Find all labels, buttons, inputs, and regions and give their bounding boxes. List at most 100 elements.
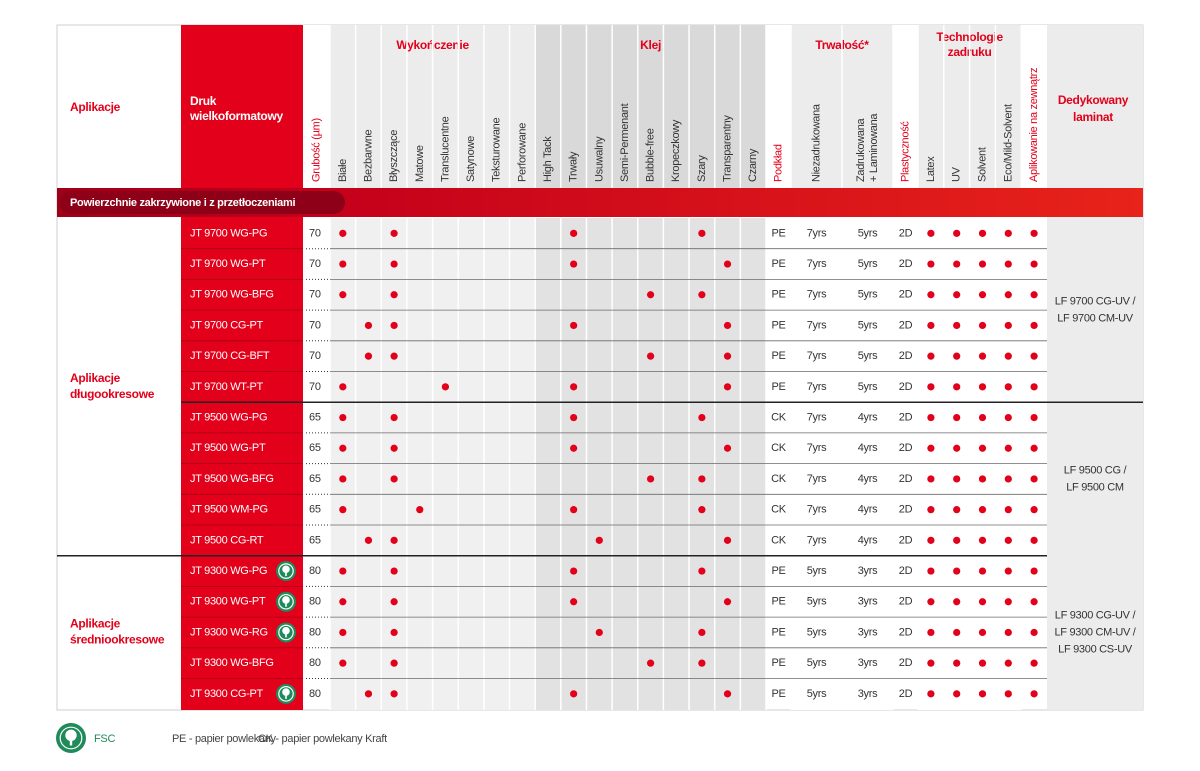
thickness: 80 [309, 565, 321, 577]
feature-dot [364, 352, 373, 360]
product-name: JT 9700 CG-BFT [190, 350, 270, 362]
feature-dot [927, 229, 935, 237]
group-label: Klej [640, 38, 661, 52]
column-label: Aplikowanie na zewnątrz [1028, 68, 1040, 182]
feature-dot [339, 444, 347, 452]
applications-header: Aplikacje [70, 100, 121, 114]
column-label: Latex [925, 156, 937, 182]
feature-dot [953, 413, 961, 422]
feature-dot [927, 321, 935, 330]
column-label: Matowe [414, 145, 426, 182]
feature-dot [953, 475, 961, 483]
feature-dot [1004, 321, 1012, 330]
feature-dot [978, 659, 987, 667]
feature-dot [927, 413, 935, 422]
feature-dot [1004, 229, 1012, 237]
feature-dot [339, 567, 347, 575]
fsc-icon-trunk [69, 738, 73, 746]
feature-dot [723, 690, 732, 698]
feature-dot [364, 690, 373, 698]
column-label-line: Semi-Permenant [619, 103, 631, 182]
column-label: Usuwalny [593, 136, 605, 182]
column-label: Plastyczność [899, 121, 911, 182]
feature-dot [1030, 567, 1038, 575]
liner: CK [771, 473, 787, 485]
product-name: JT 9700 WG-BFG [190, 289, 274, 301]
thickness: 65 [309, 534, 321, 546]
feature-dot [1030, 659, 1038, 667]
thickness: 70 [309, 258, 321, 270]
feature-dot [646, 659, 655, 667]
feature-dot [1004, 444, 1012, 452]
product-name: JT 9300 CG-PT [190, 688, 264, 700]
feature-dot [390, 444, 398, 452]
durability-unprinted: 7yrs [807, 289, 827, 301]
feature-dot [1030, 291, 1038, 299]
feature-dot [978, 229, 987, 237]
fsc-icon-trunk [285, 571, 287, 577]
product-name: JT 9700 CG-PT [190, 319, 264, 331]
thickness: 70 [309, 381, 321, 393]
feature-dot [390, 567, 398, 575]
application-label-line: długookresowe [70, 387, 155, 401]
feature-dot [978, 598, 987, 606]
liner: PE [771, 258, 785, 270]
durability-printed: 4yrs [858, 473, 878, 485]
plasticity: 2D [899, 381, 913, 393]
feature-dot [1030, 506, 1038, 514]
application-label-line: Aplikacje [70, 617, 121, 631]
thickness: 70 [309, 350, 321, 362]
feature-dot [570, 321, 578, 330]
feature-dot [1004, 567, 1012, 575]
column-label: Niezadrukowana [810, 103, 822, 182]
feature-dot [390, 321, 398, 330]
column-label: Teksturowane [491, 118, 503, 182]
fsc-icon-ring [278, 563, 294, 579]
feature-dot [1004, 690, 1012, 698]
feature-dot [953, 352, 961, 360]
plasticity: 2D [899, 258, 913, 270]
column-label: Czarny [747, 148, 759, 182]
feature-dot [339, 659, 347, 667]
section-pill [60, 191, 345, 214]
feature-dot [978, 444, 987, 452]
column-label-line: Podkład [772, 144, 784, 182]
liner: CK [771, 504, 787, 516]
plasticity: 2D [899, 442, 913, 454]
feature-dot [953, 536, 961, 544]
application-label-line: średniookresowe [70, 633, 165, 647]
feature-dot [1030, 628, 1038, 637]
feature-dot [339, 413, 347, 422]
column-label: Translucentne [439, 116, 451, 182]
plasticity: 2D [899, 565, 913, 577]
feature-dot [953, 567, 961, 575]
fsc-icon-crown [282, 688, 290, 696]
feature-dot [698, 291, 706, 299]
feature-dot [339, 506, 347, 514]
feature-dot [927, 567, 935, 575]
feature-dot [570, 598, 578, 606]
feature-dot [978, 567, 987, 575]
laminate-label-line: LF 9700 CM-UV [1057, 313, 1134, 325]
feature-dot [1030, 690, 1038, 698]
group-label-line: Klej [640, 38, 661, 52]
feature-dot [570, 383, 578, 391]
feature-dot [339, 291, 347, 299]
durability-unprinted: 5yrs [807, 596, 827, 608]
plasticity: 2D [899, 227, 913, 239]
application-label: Aplikacje długookresowe [70, 371, 155, 401]
column-label: Bezbarwne [362, 129, 374, 182]
column-label: Eco/Mild-Solvent [1002, 104, 1014, 182]
feature-dot [1030, 475, 1038, 483]
durability-printed: 5yrs [858, 289, 878, 301]
feature-dot [339, 260, 347, 268]
thickness: 80 [309, 688, 321, 700]
feature-dot [339, 229, 347, 237]
feature-dot [953, 229, 961, 237]
feature-dot [953, 321, 961, 330]
feature-dot [927, 628, 935, 637]
feature-dot [1004, 659, 1012, 667]
feature-dot [978, 536, 987, 544]
legend-item: CK - papier powlekany Kraft [258, 733, 387, 745]
